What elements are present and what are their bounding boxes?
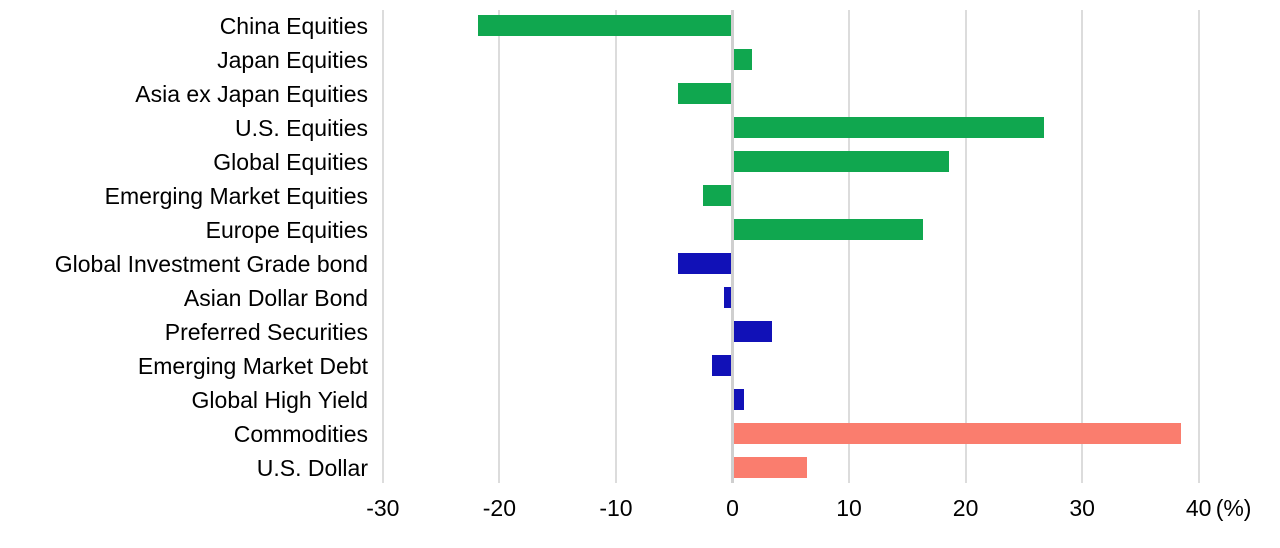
category-label: Commodities	[233, 421, 368, 447]
gridline	[964, 10, 967, 483]
bar-positive	[732, 219, 923, 240]
category-label: Global Equities	[213, 149, 368, 175]
x-tick-label: 30	[1069, 495, 1095, 521]
gridline	[498, 10, 501, 483]
x-tick-label: -20	[482, 495, 517, 521]
bar-negative	[711, 355, 733, 376]
category-label: Asian Dollar Bond	[183, 285, 368, 311]
category-label: Asia ex Japan Equities	[135, 81, 368, 107]
x-tick-label: 20	[952, 495, 979, 521]
category-label: China Equities	[219, 13, 368, 39]
zero-axis-line	[731, 10, 734, 483]
x-tick-label: 0	[726, 495, 739, 521]
gridline	[1081, 10, 1084, 483]
bar-positive	[732, 49, 753, 70]
bar-positive	[732, 321, 773, 342]
category-label: U.S. Dollar	[256, 455, 368, 481]
bar-negative	[677, 253, 733, 274]
category-label: Global Investment Grade bond	[54, 251, 368, 277]
x-tick-label: 40	[1185, 495, 1212, 521]
category-label: Japan Equities	[217, 47, 368, 73]
bar-negative	[724, 287, 733, 308]
category-label: Preferred Securities	[164, 319, 368, 345]
x-axis-unit-label: (%)	[1215, 495, 1252, 521]
gridline	[1197, 10, 1200, 483]
gridline	[848, 10, 851, 483]
bar-positive	[732, 457, 808, 478]
category-label: U.S. Equities	[235, 115, 368, 141]
category-label: Emerging Market Debt	[137, 353, 368, 379]
bar-negative	[478, 15, 733, 36]
bar-positive	[732, 151, 950, 172]
bar-negative	[703, 185, 733, 206]
category-label: Global High Yield	[191, 387, 368, 413]
x-tick-label: -10	[599, 495, 633, 521]
bar-negative	[677, 83, 733, 104]
bar-positive	[732, 389, 745, 410]
gridline	[614, 10, 617, 483]
bar-positive	[732, 423, 1182, 444]
category-label: Europe Equities	[205, 217, 368, 243]
x-tick-label: 10	[836, 495, 862, 521]
gridline	[381, 10, 384, 483]
category-label: Emerging Market Equities	[104, 183, 368, 209]
bar-positive	[732, 117, 1044, 138]
x-tick-label: -30	[366, 495, 400, 521]
